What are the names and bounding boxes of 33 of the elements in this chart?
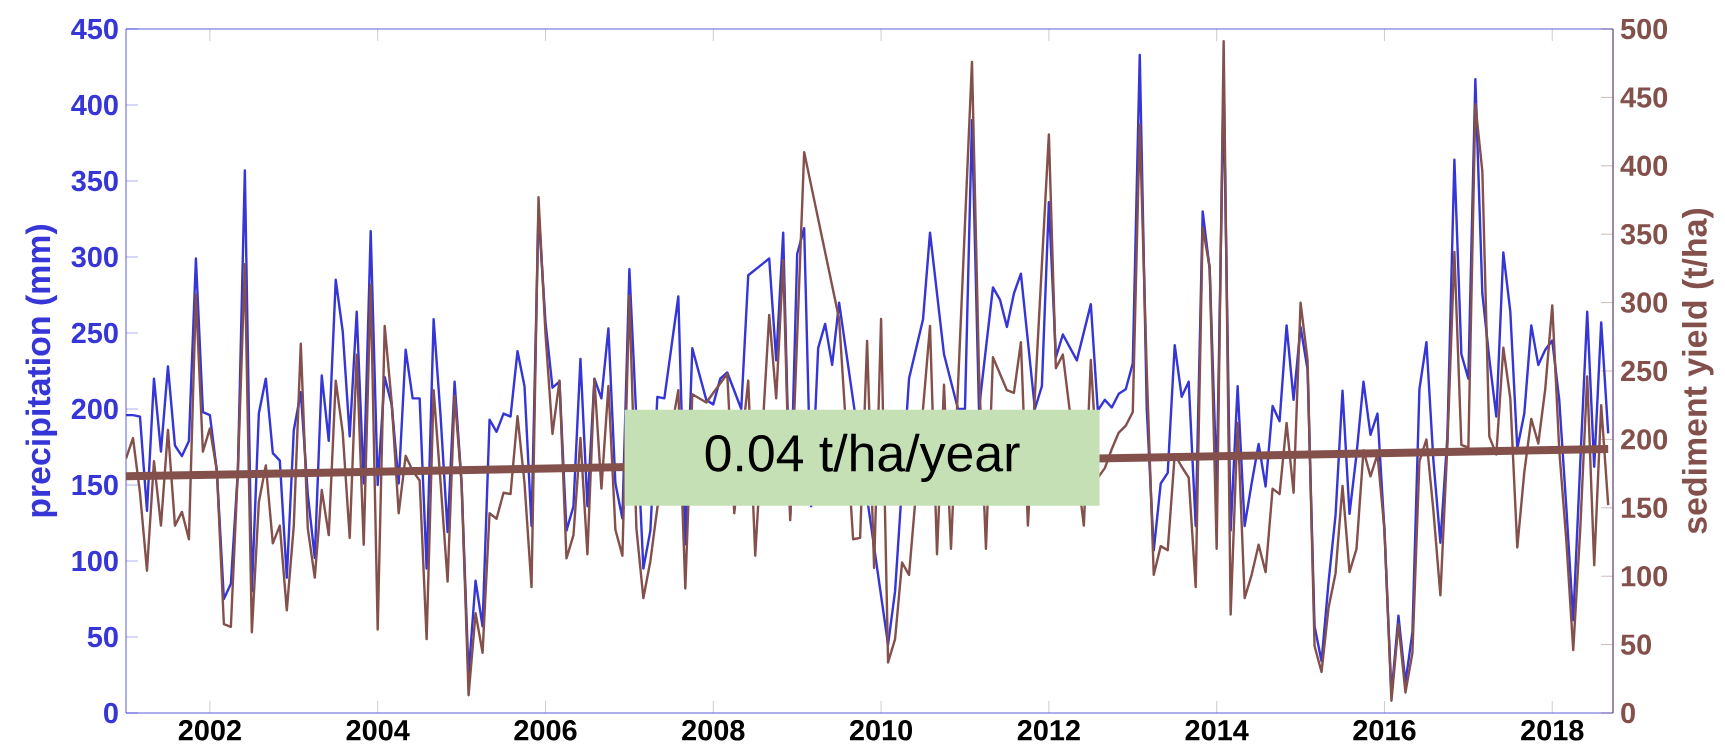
y-axis-title: precipitation (mm) <box>25 224 58 517</box>
y2-tick-label: 0 <box>1621 702 1635 724</box>
x-tick-label: 2010 <box>849 720 913 741</box>
y-tick-label: 350 <box>71 170 118 192</box>
y-tick-label: 250 <box>71 322 118 344</box>
y-tick-label: 50 <box>87 626 118 648</box>
y-tick-label: 400 <box>71 94 118 116</box>
y2-tick-label: 450 <box>1620 87 1668 108</box>
y2-tick-label: 500 <box>1620 18 1668 40</box>
y-tick-label: 150 <box>72 474 118 496</box>
y-tick-label: 0 <box>104 702 118 724</box>
x-tick-label: 2008 <box>682 720 745 741</box>
x-tick-label: 2004 <box>346 720 410 741</box>
y2-tick-label: 50 <box>1620 634 1652 655</box>
y2-axis-title: sediment yield (t/ha) <box>1681 208 1714 534</box>
y-tick-label: 100 <box>72 550 118 572</box>
x-tick-label: 2006 <box>514 720 577 741</box>
annotation: 0.04 t/ha/year <box>705 433 1020 483</box>
y-tick-label: 450 <box>71 18 118 40</box>
y2-tick-label: 400 <box>1620 155 1668 177</box>
y2-tick-label: 150 <box>1621 497 1668 519</box>
y2-tick-label: 250 <box>1621 360 1668 382</box>
x-tick-label: 2018 <box>1521 720 1584 741</box>
x-tick-label: 2002 <box>178 720 241 741</box>
y2-tick-label: 100 <box>1621 565 1668 587</box>
x-tick-label: 2012 <box>1017 720 1080 741</box>
y-tick-label: 300 <box>71 246 118 268</box>
y2-tick-label: 200 <box>1621 429 1668 450</box>
x-tick-label: 2016 <box>1353 720 1416 741</box>
y-tick-label: 200 <box>71 398 118 420</box>
y2-tick-label: 300 <box>1620 292 1668 313</box>
y2-tick-label: 350 <box>1620 223 1668 245</box>
x-tick-label: 2014 <box>1185 720 1249 741</box>
